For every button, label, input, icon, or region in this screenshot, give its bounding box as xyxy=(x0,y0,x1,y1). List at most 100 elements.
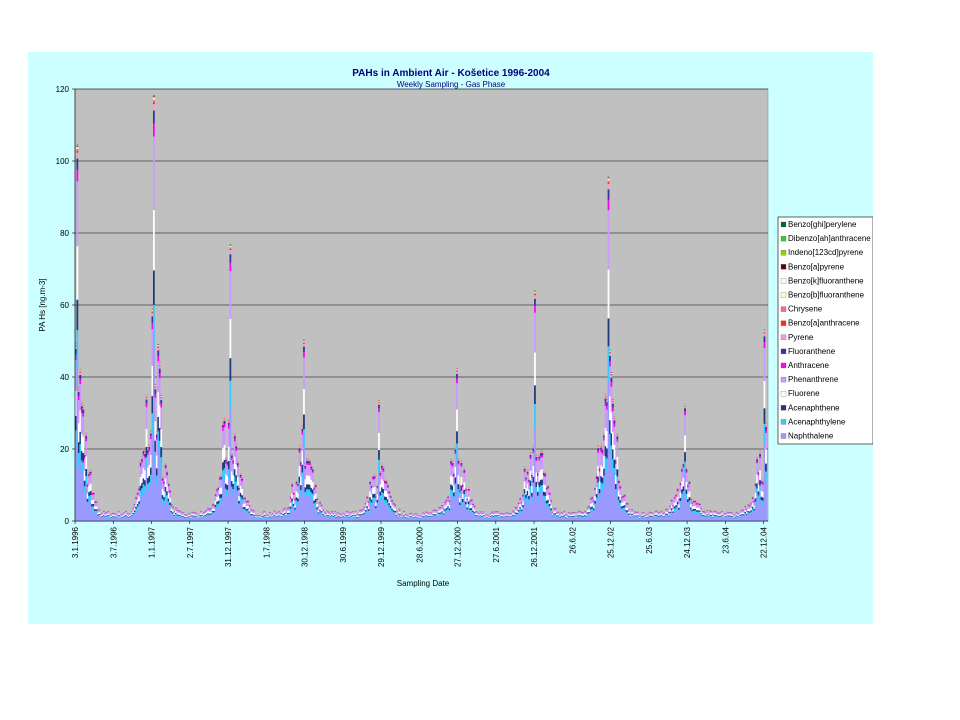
area-segment xyxy=(163,491,166,498)
area-segment xyxy=(375,502,377,507)
area-segment xyxy=(147,454,149,468)
area-segment xyxy=(439,512,442,514)
area-segment xyxy=(151,310,154,312)
area-segment xyxy=(229,254,232,263)
area-segment xyxy=(233,469,236,477)
area-segment xyxy=(123,517,126,521)
area-segment xyxy=(364,507,367,511)
area-segment xyxy=(207,511,210,514)
area-segment xyxy=(410,517,413,521)
area-segment xyxy=(426,514,429,516)
area-segment xyxy=(319,513,322,521)
area-segment xyxy=(194,514,196,516)
area-segment xyxy=(389,497,392,498)
area-segment xyxy=(155,440,158,456)
area-segment xyxy=(383,504,386,521)
area-segment xyxy=(326,511,329,514)
area-segment xyxy=(236,477,239,486)
area-segment xyxy=(489,517,492,521)
area-segment xyxy=(514,510,517,513)
area-segment xyxy=(258,516,261,518)
area-segment xyxy=(300,490,302,497)
area-segment xyxy=(345,513,348,516)
area-segment xyxy=(492,516,495,518)
area-segment xyxy=(463,473,466,483)
area-segment xyxy=(241,488,244,496)
area-segment xyxy=(135,508,138,512)
area-segment xyxy=(176,516,179,521)
area-segment xyxy=(464,491,467,497)
area-segment xyxy=(139,490,142,497)
area-segment xyxy=(400,518,402,521)
area-segment xyxy=(394,505,397,506)
area-segment xyxy=(475,511,477,514)
area-segment xyxy=(150,454,152,468)
area-segment xyxy=(111,514,114,517)
area-segment xyxy=(457,460,460,463)
area-segment xyxy=(398,509,401,512)
area-segment xyxy=(379,500,382,521)
area-segment xyxy=(135,506,138,509)
area-segment xyxy=(358,514,361,516)
area-segment xyxy=(507,515,510,517)
area-segment xyxy=(182,514,185,516)
area-segment xyxy=(248,514,251,521)
area-segment xyxy=(280,517,283,521)
area-segment xyxy=(457,495,460,521)
area-segment xyxy=(229,380,232,409)
area-segment xyxy=(308,484,311,490)
area-segment xyxy=(322,516,324,521)
area-segment xyxy=(135,497,138,499)
area-segment xyxy=(375,510,377,521)
area-segment xyxy=(447,506,450,509)
area-segment xyxy=(303,388,305,415)
area-segment xyxy=(331,513,333,516)
area-segment xyxy=(367,509,370,511)
area-segment xyxy=(76,146,79,148)
area-segment xyxy=(182,515,185,517)
area-segment xyxy=(126,517,129,521)
area-segment xyxy=(79,371,82,372)
area-segment xyxy=(225,495,227,521)
area-segment xyxy=(280,514,283,517)
area-segment xyxy=(205,510,208,513)
area-segment xyxy=(170,508,173,511)
area-segment xyxy=(385,500,388,505)
area-segment xyxy=(504,517,507,521)
area-segment xyxy=(448,500,451,502)
area-segment xyxy=(422,515,425,517)
area-segment xyxy=(310,492,313,499)
area-segment xyxy=(161,481,164,489)
area-segment xyxy=(306,484,308,490)
area-segment xyxy=(484,515,486,517)
area-segment xyxy=(160,396,163,398)
area-segment xyxy=(77,423,80,443)
area-segment xyxy=(301,431,304,435)
area-segment xyxy=(316,509,319,512)
area-segment xyxy=(467,488,470,490)
area-segment xyxy=(394,504,397,506)
area-segment xyxy=(348,516,351,518)
area-segment xyxy=(114,517,117,518)
area-segment xyxy=(314,493,317,500)
area-segment xyxy=(233,476,236,486)
area-segment xyxy=(436,517,439,521)
area-segment xyxy=(509,517,511,521)
area-segment xyxy=(229,358,232,381)
area-segment xyxy=(210,511,213,514)
area-segment xyxy=(211,505,214,509)
area-segment xyxy=(247,500,249,502)
chart-title: PAHs in Ambient Air - Košetice 1996-2004 xyxy=(352,68,550,79)
area-segment xyxy=(308,463,311,466)
area-segment xyxy=(170,512,173,515)
area-segment xyxy=(298,448,301,451)
area-segment xyxy=(351,516,354,521)
area-segment xyxy=(211,508,214,511)
area-segment xyxy=(491,512,494,514)
area-segment xyxy=(435,515,438,517)
area-segment xyxy=(460,476,463,486)
area-segment xyxy=(157,344,160,346)
area-segment xyxy=(469,500,472,501)
area-segment xyxy=(335,517,338,519)
area-segment xyxy=(161,495,164,499)
